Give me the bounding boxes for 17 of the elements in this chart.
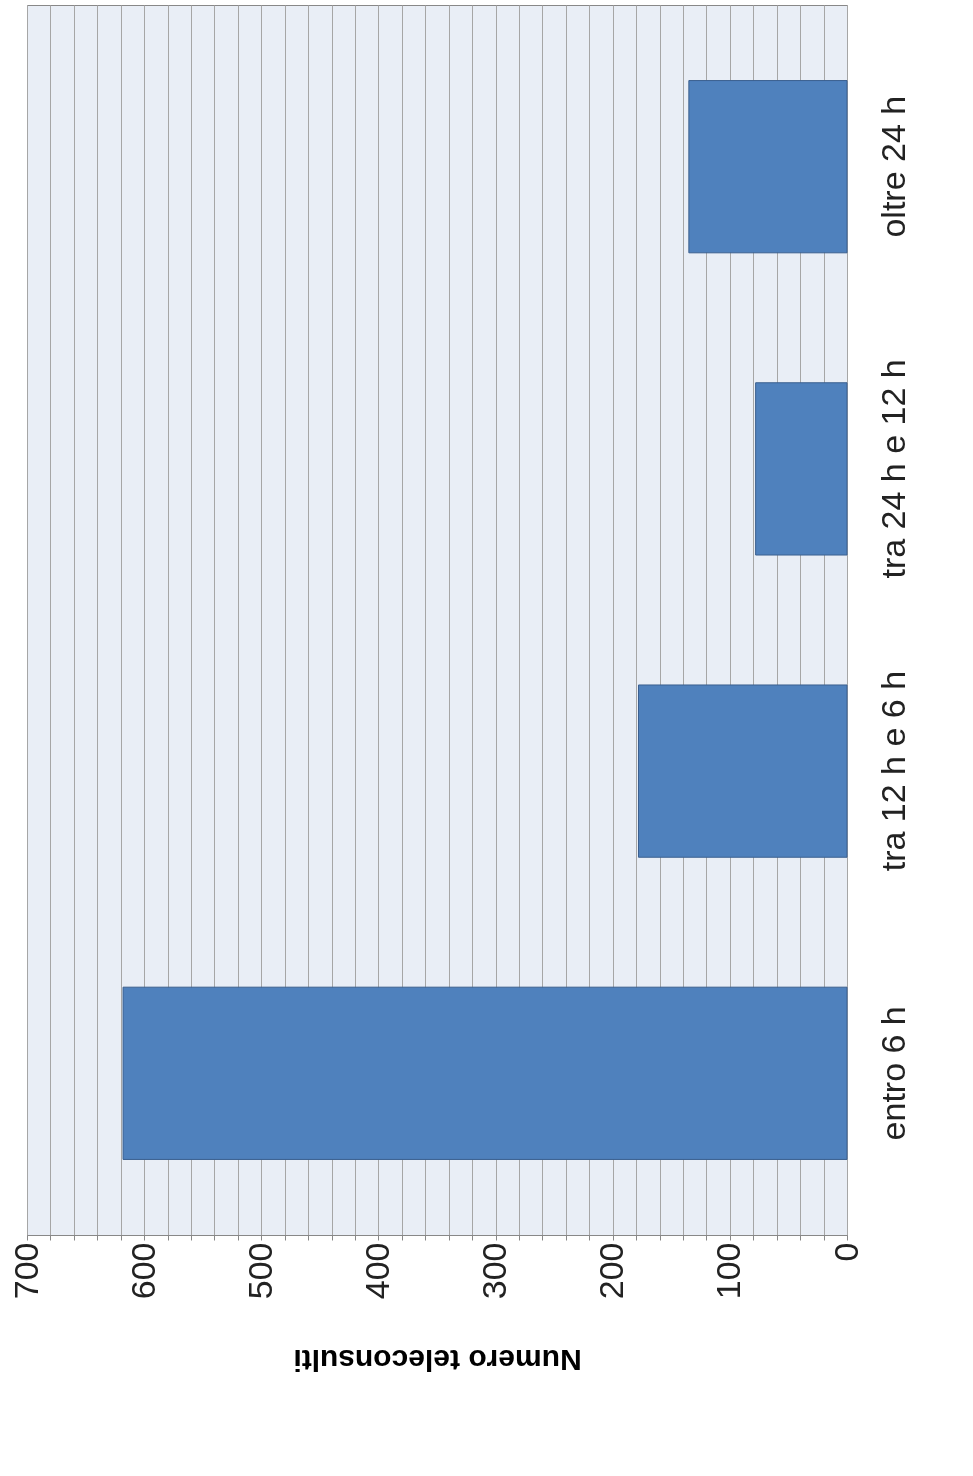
x-tick-label: 300	[475, 1242, 514, 1300]
bar	[688, 80, 848, 254]
y-tick-label: tra 24 h e 12 h	[873, 359, 912, 579]
x-tick-label: 500	[240, 1242, 279, 1300]
x-tick-label: 0	[826, 1242, 865, 1262]
x-tick-label: 400	[357, 1242, 396, 1300]
y-tick-label: entro 6 h	[873, 1006, 912, 1141]
x-tick-label: 700	[6, 1242, 45, 1300]
x-tick-label: 100	[709, 1242, 748, 1300]
x-axis-title: Numero teleconsulti	[293, 1344, 582, 1378]
bar	[637, 684, 848, 858]
x-tick-label: 600	[123, 1242, 162, 1300]
x-tick-label: 200	[592, 1242, 631, 1300]
bar	[122, 986, 848, 1160]
bar	[755, 382, 848, 556]
y-tick-label: tra 12 h e 6 h	[873, 670, 912, 872]
y-tick-label: oltre 24 h	[873, 95, 912, 238]
